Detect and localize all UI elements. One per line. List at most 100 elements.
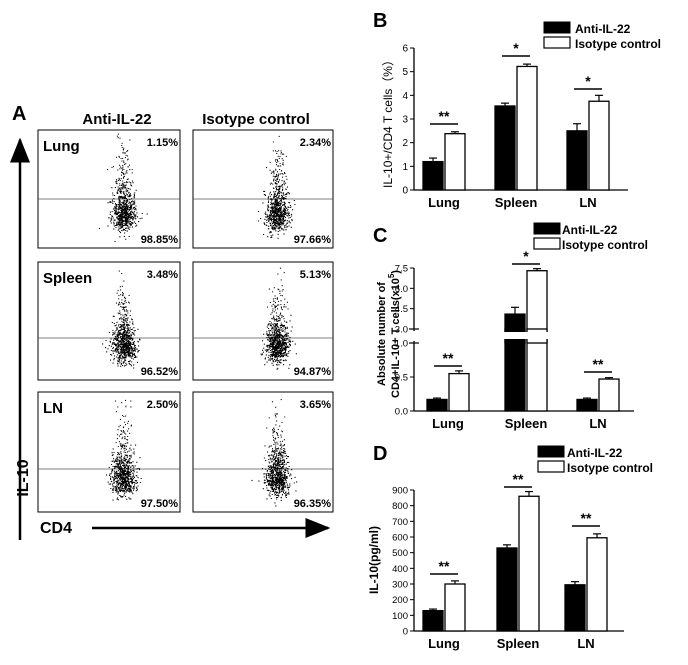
bar-isotype — [588, 100, 610, 191]
significance-marker: * — [585, 73, 591, 89]
y-tick-label: 5 — [402, 67, 408, 78]
pct-lower: 96.35% — [294, 498, 332, 510]
bar-break-gap — [504, 332, 550, 339]
y-tick-label: 3.0 — [395, 325, 408, 336]
pct-upper: 2.34% — [300, 137, 331, 149]
flow-dot-cloud — [257, 135, 296, 239]
cd4-axis-label: CD4 — [40, 520, 72, 537]
y-tick-label: 800 — [392, 501, 408, 512]
panel-b-letter: B — [373, 10, 387, 32]
panel-c-bars: ** Lung * Spleen ** LN — [426, 248, 620, 431]
category-label: Spleen — [495, 195, 538, 210]
flow-plot-lung-anti — [37, 129, 181, 249]
legend-swatch-anti — [537, 445, 565, 458]
bar-isotype — [448, 372, 470, 412]
significance-marker: * — [513, 40, 519, 56]
y-tick-label: 300 — [392, 580, 408, 591]
y-tick-label: 0.0 — [395, 407, 408, 418]
flow-dots-ln-isotype — [251, 399, 298, 507]
legend-label-isotype: Isotype control — [575, 37, 661, 51]
panel-c-ylabel: Absolute number of — [376, 282, 388, 386]
panel-c-ylabel-line1: Absolute number of — [376, 282, 388, 386]
y-tick-label: 900 — [392, 486, 408, 497]
bar-isotype — [518, 495, 540, 632]
flow-plot-spleen-isotype — [192, 261, 334, 381]
panel-c-letter: C — [373, 225, 387, 247]
y-tick-label: 500 — [392, 548, 408, 559]
panel-c-ylabel-sup: 5 — [387, 273, 396, 278]
legend-swatch-isotype — [537, 460, 565, 473]
bar-anti-il22 — [426, 398, 448, 412]
pct-upper: 3.48% — [147, 269, 178, 281]
pct-upper: 1.15% — [147, 137, 178, 149]
panel-b-ylabel: IL-10+/CD4 T cells（%） — [381, 54, 395, 188]
flow-dots-ln-anti — [106, 399, 142, 501]
bar-isotype — [444, 133, 466, 191]
bar-isotype — [598, 378, 620, 412]
y-tick-label: 0 — [403, 627, 408, 638]
legend-swatch-isotype — [543, 36, 571, 49]
y-tick-label: 700 — [392, 517, 408, 528]
y-tick-label: 4.5 — [395, 304, 408, 315]
pct-lower: 98.85% — [141, 234, 179, 246]
flow-plot-lung-isotype — [192, 129, 334, 249]
category-label: Lung — [428, 636, 460, 651]
panel-c: C 0.0 0.5 1.0 3.0 4.5 6.0 7.5 ** Lung * Spleen ** L… — [373, 222, 648, 431]
category-label: Spleen — [505, 416, 548, 431]
flow-dot-cloud — [102, 270, 141, 369]
flow-dot-cloud — [106, 399, 142, 501]
flow-dot-cloud — [260, 267, 297, 370]
bar-anti-il22 — [576, 398, 598, 412]
pct-lower: 94.87% — [294, 366, 332, 378]
bar-isotype — [586, 537, 608, 632]
legend-label-isotype: Isotype control — [562, 238, 648, 252]
panel-d: D 0 100 200 300 400 500 600 700 800 900 ** Lung ** S… — [367, 443, 653, 651]
y-tick-label: 100 — [392, 611, 408, 622]
significance-marker: ** — [443, 350, 454, 366]
significance-marker: ** — [439, 108, 450, 124]
y-tick-label: 600 — [392, 533, 408, 544]
panel-c-ylabel-2: CD4+IL-10+ T cells(x105) — [387, 270, 402, 398]
y-tick-label: 0 — [402, 186, 408, 197]
flow-dots-spleen-isotype — [260, 267, 297, 370]
significance-marker: ** — [593, 356, 604, 372]
pct-lower: 96.52% — [141, 366, 179, 378]
bar-anti-il22 — [496, 547, 518, 632]
significance-marker: * — [523, 248, 529, 264]
panel-a-letter: A — [12, 103, 26, 125]
bar-anti-il22 — [564, 584, 586, 632]
pct-upper: 5.13% — [300, 269, 331, 281]
y-tick-label: 6 — [402, 44, 408, 55]
y-tick-label: 200 — [392, 595, 408, 606]
legend-swatch-isotype — [533, 237, 561, 250]
legend-label-anti: Anti-IL-22 — [575, 22, 631, 36]
bar-anti-il22 — [494, 105, 516, 191]
legend-label-isotype: Isotype control — [567, 461, 653, 475]
il10-axis-label: IL-10 — [15, 459, 32, 496]
significance-marker: ** — [513, 471, 524, 487]
y-tick-label: 7.5 — [395, 264, 408, 275]
panel-d-bars: ** Lung ** Spleen ** LN — [422, 471, 608, 651]
flow-dots-spleen-anti — [102, 270, 141, 369]
category-label: LN — [579, 195, 596, 210]
significance-marker: ** — [581, 510, 592, 526]
panel-c-ylabel-line2: CD4+IL-10+ T cells(x10 — [390, 278, 402, 398]
category-label: Lung — [432, 416, 464, 431]
legend-label-anti: Anti-IL-22 — [562, 223, 618, 237]
flow-plot-spleen-anti — [37, 261, 181, 381]
flow-dot-cloud — [98, 133, 148, 243]
y-tick-label: 3 — [402, 115, 408, 126]
y-tick-label: 2 — [402, 138, 408, 149]
col-label-isotype: Isotype control — [202, 111, 310, 128]
y-tick-label: 6.0 — [395, 284, 408, 295]
category-label: LN — [589, 416, 606, 431]
legend-swatch-anti — [543, 21, 571, 34]
pct-lower: 97.66% — [294, 234, 332, 246]
panel-c-ylabel-end: ) — [390, 270, 402, 274]
row-label-ln: LN — [43, 400, 63, 417]
panel-b: B 0 1 2 3 4 5 6 ** Lung * Spleen * LN IL-10+/CD4 T … — [373, 10, 661, 210]
y-tick-label: 4 — [402, 91, 408, 102]
flow-plot-ln-anti — [37, 391, 181, 513]
pct-lower: 97.50% — [141, 498, 179, 510]
